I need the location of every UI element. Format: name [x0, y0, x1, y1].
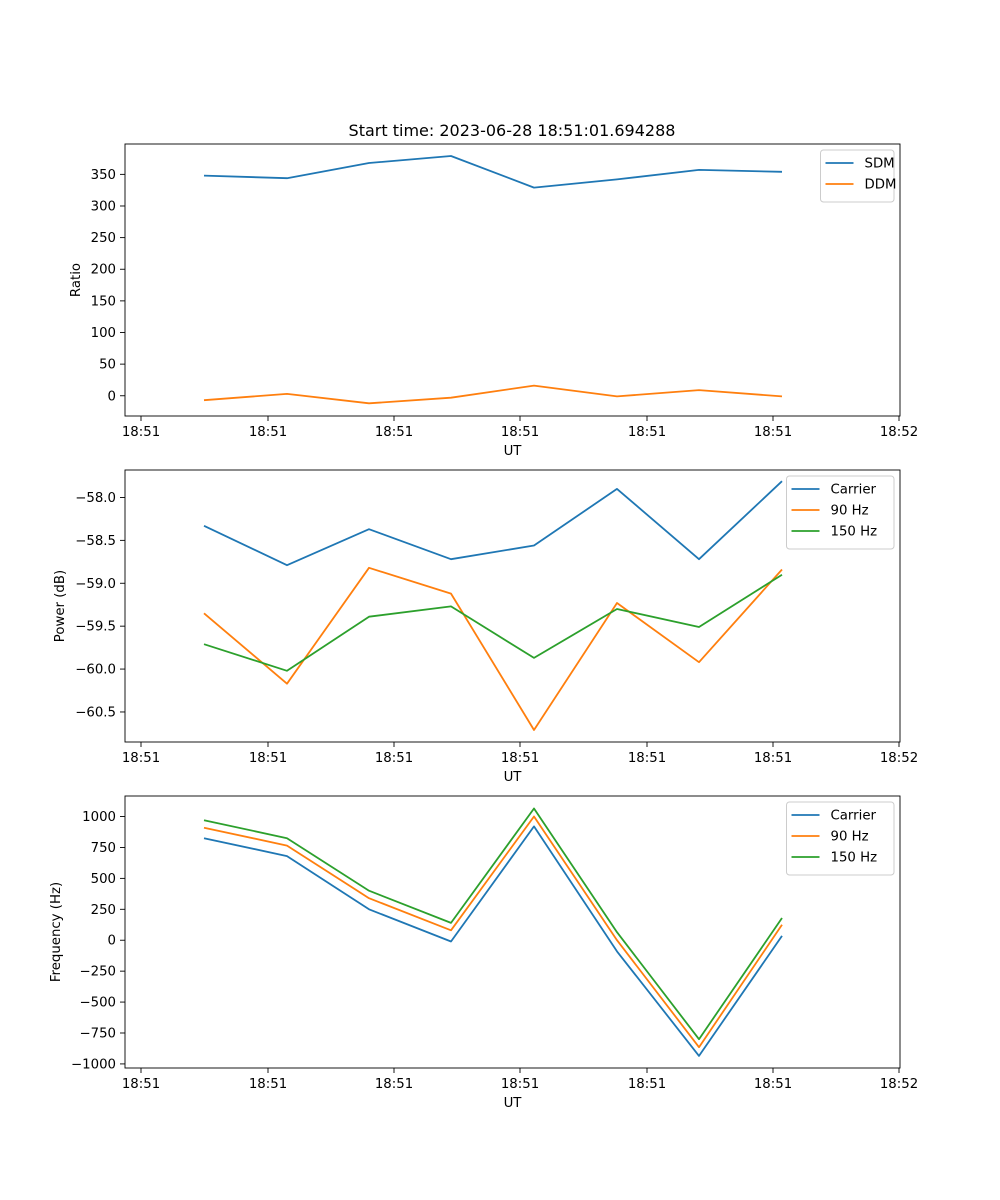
y-tick-label: 150	[91, 294, 116, 309]
legend-label: DDM	[865, 178, 897, 193]
x-tick-label: 18:51	[249, 751, 287, 766]
axes-frame	[124, 143, 901, 417]
x-tick-label: 18:52	[880, 1077, 918, 1092]
x-tick-label: 18:51	[122, 751, 160, 766]
ratio-panel: 18:51 18:51 18:51 18:51 18:51 18:51 18:52 0 50 10…	[69, 143, 918, 459]
figure-title: Start time: 2023-06-28 18:51:01.694288	[349, 121, 676, 140]
x-tick-label: 18:52	[880, 751, 918, 766]
x-tick-label: 18:52	[880, 425, 918, 440]
legend-label: SDM	[865, 157, 895, 172]
y-tick-label: 0	[108, 934, 116, 949]
legend-label: 90 Hz	[831, 830, 869, 845]
x-tick-label: 18:51	[122, 425, 160, 440]
y-tick-label: −58.0	[75, 491, 116, 506]
y-tick-label: 0	[108, 389, 116, 404]
x-tick-label: 18:51	[249, 1077, 287, 1092]
axes-frame	[124, 469, 901, 743]
x-tick-label: 18:51	[501, 425, 539, 440]
axes-frame	[124, 795, 901, 1069]
series-line-90-hz	[203, 566, 783, 731]
x-tick-label: 18:51	[754, 425, 792, 440]
y-tick-label: −500	[79, 996, 116, 1011]
frequency-panel: 18:51 18:51 18:51 18:51 18:51 18:51 18:52 −1000…	[49, 795, 918, 1111]
series-line-carrier	[203, 480, 783, 567]
y-tick-label: −59.0	[75, 577, 116, 592]
series-line-carrier	[203, 825, 783, 1057]
y-tick-label: −60.5	[75, 705, 116, 720]
legend-label: Carrier	[831, 809, 877, 824]
y-tick-label: 100	[91, 326, 116, 341]
y-tick-label: 500	[91, 872, 116, 887]
legend-label: 150 Hz	[831, 525, 878, 540]
x-tick-label: 18:51	[249, 425, 287, 440]
y-tick-label: 350	[91, 168, 116, 183]
y-axis-label: Power (dB)	[53, 570, 68, 642]
y-tick-label: −59.5	[75, 620, 116, 635]
x-tick-label: 18:51	[375, 1077, 413, 1092]
y-tick-label: 200	[91, 263, 116, 278]
x-tick-label: 18:51	[754, 1077, 792, 1092]
y-axis-label: Ratio	[69, 263, 84, 297]
x-tick-label: 18:51	[501, 1077, 539, 1092]
y-tick-label: −250	[79, 965, 116, 980]
y-tick-label: 250	[91, 903, 116, 918]
y-tick-label: 300	[91, 199, 116, 214]
y-tick-label: 1000	[82, 810, 116, 825]
y-tick-label: −750	[79, 1026, 116, 1041]
y-tick-label: 750	[91, 841, 116, 856]
x-axis-label: UT	[504, 1096, 523, 1111]
series-line-150-hz	[203, 807, 783, 1041]
x-tick-label: 18:51	[628, 751, 666, 766]
y-axis-label: Frequency (Hz)	[49, 882, 64, 982]
y-tick-label: 50	[99, 358, 116, 373]
x-tick-label: 18:51	[754, 751, 792, 766]
legend-label: 90 Hz	[831, 504, 869, 519]
x-tick-label: 18:51	[628, 425, 666, 440]
x-tick-label: 18:51	[628, 1077, 666, 1092]
x-tick-label: 18:51	[375, 751, 413, 766]
x-tick-label: 18:51	[375, 425, 413, 440]
power-panel: 18:51 18:51 18:51 18:51 18:51 18:51 18:52 −60.5…	[53, 469, 918, 785]
series-line-90-hz	[203, 815, 783, 1049]
legend-label: 150 Hz	[831, 851, 878, 866]
x-tick-label: 18:51	[122, 1077, 160, 1092]
y-tick-label: 250	[91, 231, 116, 246]
series-line-150-hz	[203, 573, 783, 672]
x-axis-label: UT	[504, 770, 523, 785]
y-tick-label: −60.0	[75, 663, 116, 678]
series-line-ddm	[203, 384, 783, 405]
x-axis-label: UT	[504, 444, 523, 459]
x-tick-label: 18:51	[501, 751, 539, 766]
series-line-sdm	[203, 155, 783, 189]
y-tick-label: −1000	[71, 1057, 116, 1072]
y-tick-label: −58.5	[75, 534, 116, 549]
legend-label: Carrier	[831, 483, 877, 498]
